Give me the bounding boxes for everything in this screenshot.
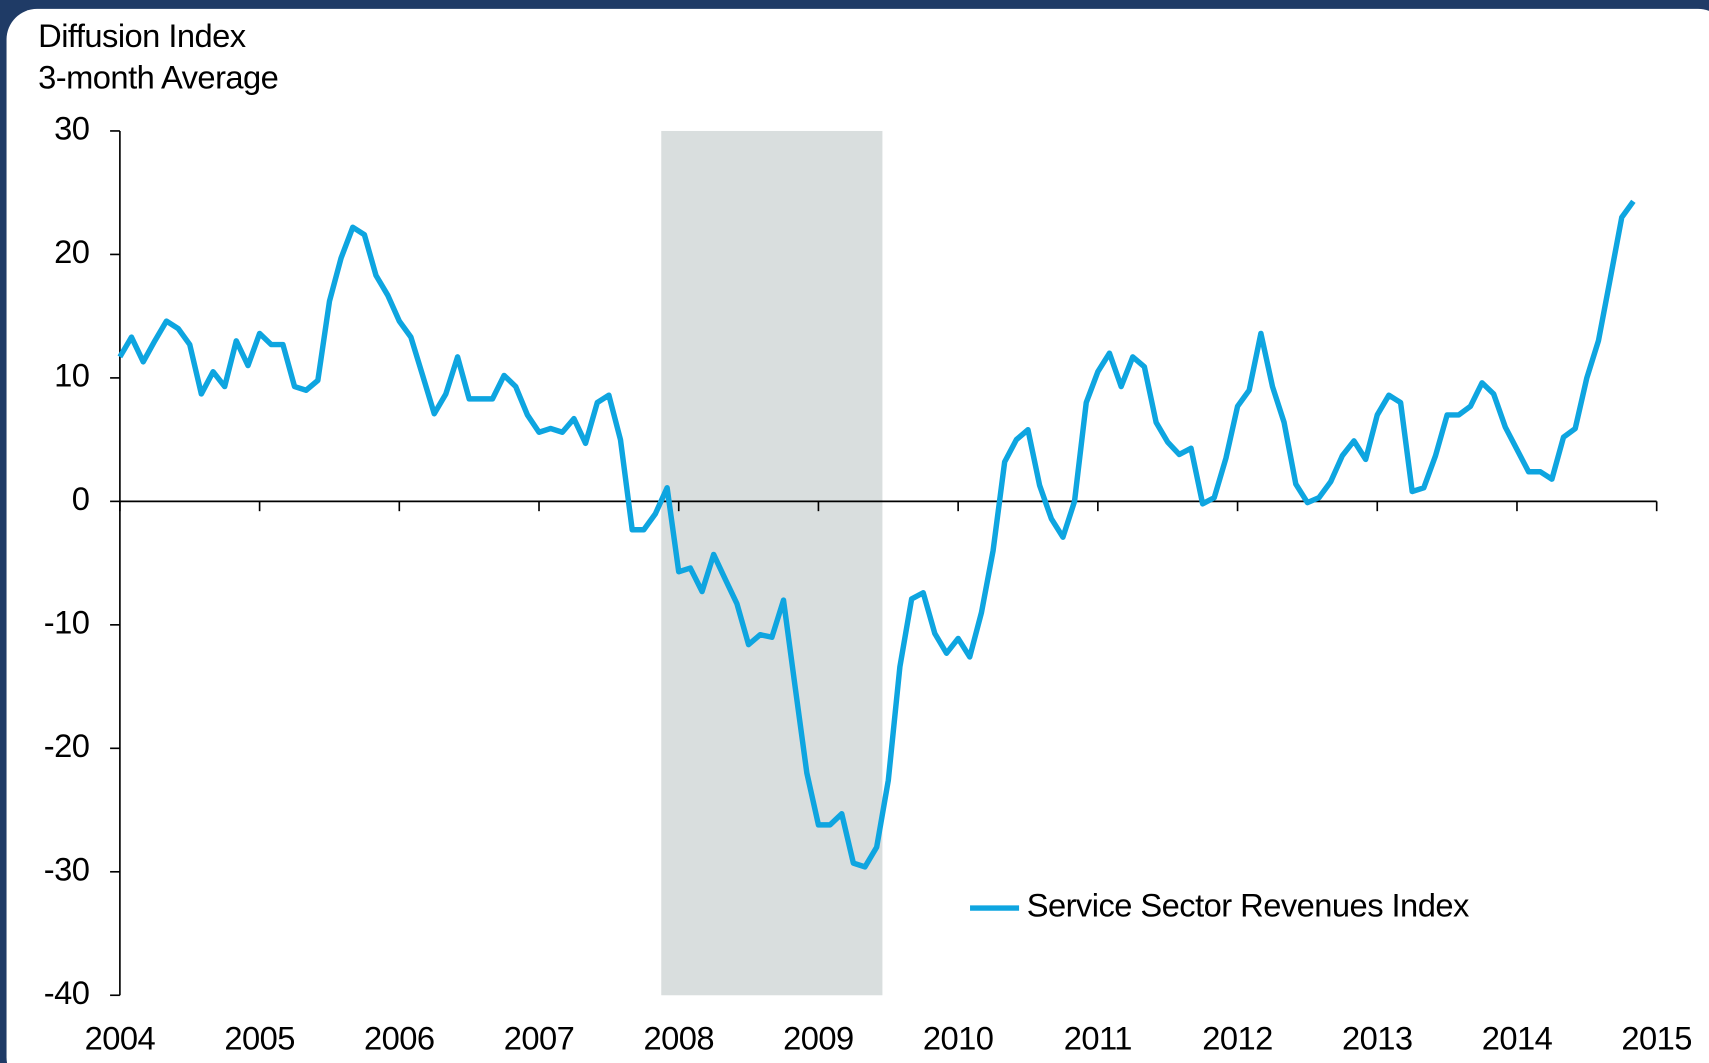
x-tick-label: 2009 (783, 1020, 854, 1057)
x-tick-label: 2006 (364, 1020, 435, 1057)
y-axis-label: Diffusion Index (38, 17, 246, 54)
x-tick-label: 2015 (1621, 1020, 1692, 1057)
data-line (117, 199, 1636, 870)
x-tick-label: 2013 (1342, 1020, 1413, 1057)
y-tick-label: -30 (44, 850, 90, 887)
y-tick-label: 20 (54, 233, 89, 270)
x-tick-label: 2014 (1482, 1020, 1553, 1057)
y-axis-label: 3-month Average (38, 58, 278, 95)
legend-label: Service Sector Revenues Index (1027, 887, 1469, 924)
x-tick-label: 2008 (643, 1020, 714, 1057)
y-tick-label: 0 (72, 480, 90, 517)
y-tick-label: -10 (44, 603, 90, 640)
x-tick-label: 2011 (1064, 1020, 1132, 1057)
x-tick-label: 2010 (923, 1020, 994, 1057)
shaded-span (661, 130, 883, 996)
y-tick-label: -40 (44, 974, 90, 1011)
y-tick-label: 30 (54, 110, 89, 147)
y-tick-label: -20 (44, 727, 90, 764)
x-tick-label: 2005 (224, 1020, 295, 1057)
x-tick-label: 2012 (1202, 1020, 1273, 1057)
x-tick-label: 2007 (504, 1020, 575, 1057)
x-tick-label: 2004 (85, 1020, 156, 1057)
y-tick-label: 10 (54, 357, 89, 394)
